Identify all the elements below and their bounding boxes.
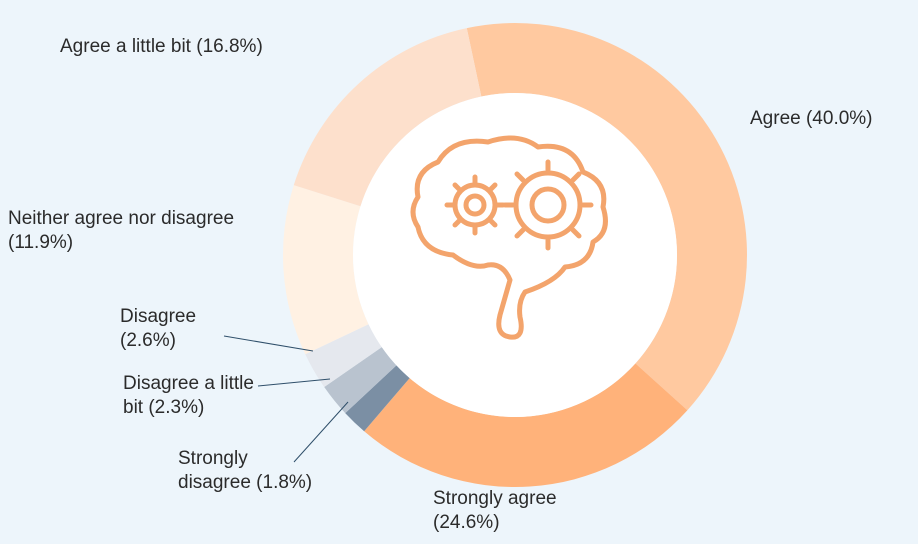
data-label: Strongly agree (24.6%) <box>433 488 557 533</box>
donut-slice <box>305 324 382 388</box>
data-label: Disagree (2.6%) <box>120 306 197 351</box>
leader-line <box>257 378 331 387</box>
leader-lines <box>223 335 349 463</box>
leader-line <box>293 401 349 463</box>
data-label: Agree a little bit (16.8%) <box>60 36 263 57</box>
leader-line <box>223 335 314 352</box>
donut-slice <box>364 363 688 488</box>
data-label: Strongly disagree (1.8%) <box>178 448 313 493</box>
data-label: Agree (40.0%) <box>750 108 873 129</box>
data-label: Neither agree nor disagree (11.9%) <box>8 208 235 253</box>
donut-hole <box>353 93 677 417</box>
donut-slice <box>283 185 369 355</box>
donut-slice <box>324 347 397 414</box>
donut-slice <box>466 22 747 411</box>
donut-slice <box>293 28 482 207</box>
brain-icon <box>410 135 608 340</box>
donut <box>283 22 747 488</box>
data-label: Disagree a little bit (2.3%) <box>123 373 254 418</box>
donut-slice <box>345 365 410 432</box>
